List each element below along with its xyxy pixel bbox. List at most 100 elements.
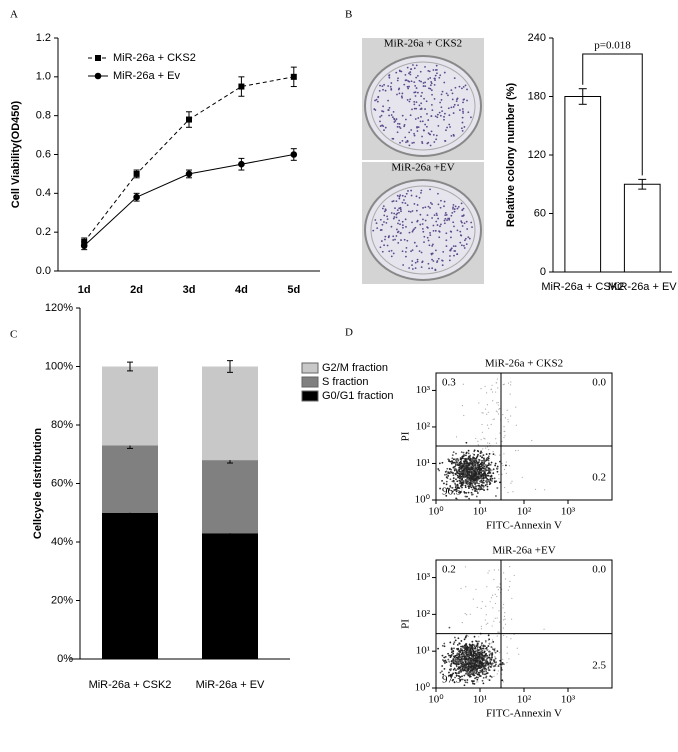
event-dot [505, 464, 507, 467]
event-dot [447, 471, 450, 474]
colony [398, 87, 401, 90]
colony [450, 89, 453, 92]
colony [396, 209, 399, 212]
colony [462, 98, 465, 101]
colony [427, 262, 430, 265]
event-dot [534, 488, 537, 490]
event-dot [474, 465, 477, 468]
event-dot [508, 586, 511, 588]
plate-label: MiR-26a + CKS2 [384, 38, 462, 50]
event-dot [471, 470, 473, 472]
event-dot [510, 482, 512, 484]
event-dot [507, 421, 509, 423]
colony [418, 250, 421, 253]
event-dot [452, 479, 455, 482]
event-dot [483, 458, 485, 461]
y-tick-label: 60 [534, 207, 546, 219]
event-dot [496, 465, 499, 468]
event-dot [461, 675, 463, 678]
colony [424, 81, 427, 84]
event-dot [461, 667, 464, 670]
colony [408, 144, 411, 147]
colony [390, 255, 393, 258]
event-dot [504, 417, 506, 419]
event-dot [508, 658, 510, 660]
colony [439, 74, 442, 77]
colony [431, 93, 433, 96]
event-dot [479, 480, 481, 483]
colony [387, 236, 390, 239]
event-dot [467, 635, 469, 637]
event-dot [544, 489, 546, 491]
colony [379, 116, 381, 118]
colony [408, 231, 411, 234]
colony [458, 85, 461, 88]
event-dot [497, 665, 500, 667]
y-tick-label: 120% [45, 302, 73, 314]
colony [457, 104, 459, 107]
event-dot [472, 673, 474, 676]
event-dot [466, 646, 469, 649]
colony [406, 99, 409, 101]
colony [412, 64, 414, 66]
colony [409, 73, 412, 76]
event-dot [456, 480, 459, 483]
y-axis-label: PI [400, 619, 412, 629]
colony [385, 221, 388, 224]
event-dot [483, 476, 486, 478]
event-dot [467, 457, 470, 460]
event-dot [478, 458, 480, 461]
colony [417, 126, 420, 129]
event-dot [441, 644, 444, 647]
event-dot [468, 643, 471, 646]
event-dot [460, 462, 463, 465]
event-dot [486, 474, 489, 477]
event-dot [490, 388, 492, 390]
event-dot [462, 480, 465, 482]
event-dot [497, 387, 499, 389]
event-dot [504, 612, 506, 614]
event-dot [489, 665, 492, 668]
event-dot [493, 656, 496, 658]
event-dot [471, 459, 474, 462]
colony [410, 68, 413, 71]
colony [383, 244, 385, 247]
event-dot [467, 674, 470, 677]
colony [400, 210, 402, 213]
event-dot [456, 661, 459, 663]
event-dot [502, 663, 505, 666]
colony [402, 226, 404, 229]
colony [407, 190, 409, 192]
event-dot [445, 480, 448, 483]
colony [374, 109, 377, 111]
colony [395, 118, 398, 120]
event-dot [481, 669, 484, 672]
colony [429, 144, 432, 147]
colony [396, 131, 399, 134]
colony [462, 110, 464, 113]
colony [461, 121, 464, 124]
event-dot [473, 478, 476, 481]
event-dot [461, 489, 463, 491]
colony [418, 196, 421, 199]
panel-letter: B [345, 9, 352, 21]
colony [437, 124, 440, 127]
colony [405, 255, 407, 258]
event-dot [464, 454, 467, 457]
colony [398, 92, 401, 95]
x-tick-label: 10¹ [473, 506, 487, 518]
event-dot [483, 670, 485, 672]
colony [443, 71, 446, 74]
event-dot [466, 470, 469, 472]
event-dot [450, 647, 453, 650]
colony [422, 85, 425, 87]
y-tick-label: 0% [57, 653, 73, 665]
event-dot [488, 467, 491, 470]
event-dot [483, 457, 485, 460]
quadrant-label: 0.3 [442, 377, 456, 389]
event-dot [485, 465, 488, 468]
event-dot [496, 635, 498, 637]
colony [431, 217, 433, 219]
event-dot [493, 675, 495, 677]
